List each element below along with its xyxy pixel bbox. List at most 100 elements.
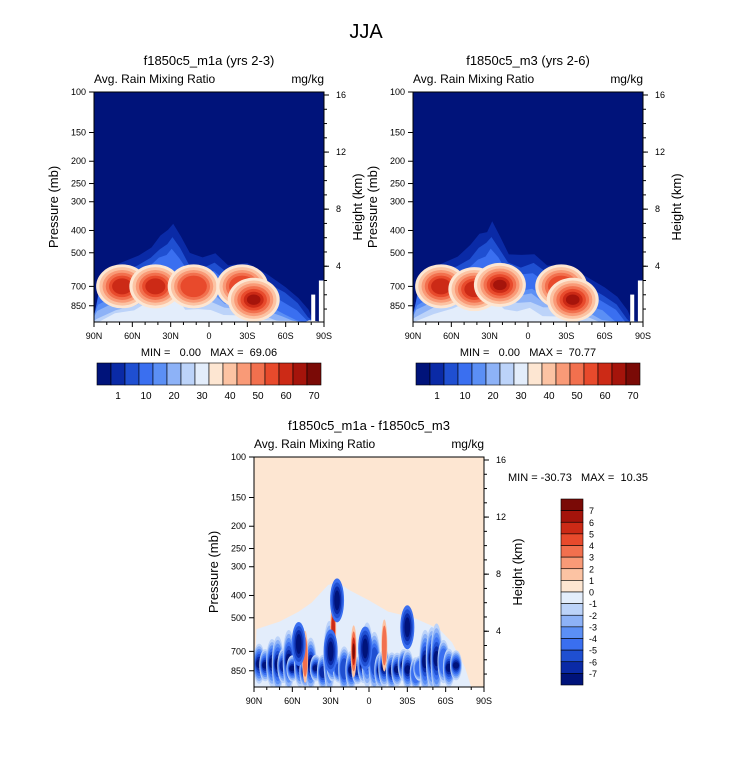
colorbar-label: 30 xyxy=(196,391,208,402)
field-band-7 xyxy=(413,290,643,322)
x-tick-label: 30S xyxy=(558,331,574,341)
colorbar-label: 50 xyxy=(252,391,264,402)
colorbar-swatch xyxy=(485,362,501,386)
y-tick-label: 850 xyxy=(71,301,86,311)
colorbar-swatch xyxy=(471,362,487,386)
colorbar-swatch xyxy=(560,545,584,558)
colorbar-swatch xyxy=(96,362,112,386)
field-layer xyxy=(254,457,484,687)
panel-units: mg/kg xyxy=(610,72,643,86)
diff-streak xyxy=(405,667,411,672)
y-tick-label: 150 xyxy=(71,128,86,138)
colorbar-label: 4 xyxy=(589,541,594,551)
right-axis-label: Height (km) xyxy=(669,173,684,240)
right-axis-label: Height (km) xyxy=(350,173,365,240)
right-tick-label: 12 xyxy=(496,512,506,522)
field-hotspot xyxy=(180,275,207,298)
y-tick-label: 100 xyxy=(71,87,86,97)
x-tick-label: 90S xyxy=(316,331,332,341)
y-tick-label: 500 xyxy=(71,248,86,258)
terrain-mask xyxy=(318,280,324,322)
x-tick-label: 30N xyxy=(162,331,179,341)
colorbar-label: 3 xyxy=(589,553,594,563)
colorbar-swatch xyxy=(560,638,584,651)
diff-streak xyxy=(289,667,295,670)
field-hotspot xyxy=(145,278,166,295)
y-tick-label: 700 xyxy=(390,281,405,291)
stats-text: MIN = -30.73 MAX = 10.35 xyxy=(508,472,648,484)
right-tick-label: 8 xyxy=(336,204,341,214)
y-axis-label: Pressure (mb) xyxy=(206,531,221,613)
y-tick-label: 150 xyxy=(231,493,246,503)
x-tick-label: 60S xyxy=(278,331,294,341)
x-tick-label: 90N xyxy=(246,696,263,706)
colorbar-label: 20 xyxy=(168,391,180,402)
colorbar-label: 1 xyxy=(115,391,121,402)
field-hotspot xyxy=(493,279,507,291)
field-layer xyxy=(413,92,643,322)
y-tick-label: 850 xyxy=(231,666,246,676)
colorbar-label: -1 xyxy=(589,599,597,609)
axes-layer: 90N 60N 30N 0 30S 60S 90S 100 150 200 250 300 400 500… xyxy=(231,452,506,706)
colorbar-swatch xyxy=(236,362,252,386)
stats-text: MIN = 0.00 MAX = 70.77 xyxy=(460,347,596,359)
right-tick-label: 16 xyxy=(655,90,665,100)
panel-title: f1850c5_m1a (yrs 2-3) xyxy=(144,53,275,68)
y-tick-label: 300 xyxy=(390,197,405,207)
colorbar-label: -5 xyxy=(589,646,597,656)
panel-left-string: Avg. Rain Mixing Ratio xyxy=(254,437,375,451)
y-tick-label: 100 xyxy=(390,87,405,97)
y-tick-label: 300 xyxy=(231,562,246,572)
colorbar: 7 65 4 32 1 0-1 -2-3 -4 -5-6 -7 xyxy=(560,498,597,686)
x-tick-label: 30N xyxy=(322,696,339,706)
diff-hotspot xyxy=(404,617,411,638)
colorbar-label: 5 xyxy=(589,529,594,539)
y-tick-label: 400 xyxy=(231,590,246,600)
colorbar-swatch xyxy=(560,498,584,511)
right-tick-label: 8 xyxy=(655,204,660,214)
right-tick-label: 4 xyxy=(336,261,341,271)
x-tick-label: 60N xyxy=(124,331,141,341)
panel-title: f1850c5_m3 (yrs 2-6) xyxy=(466,53,590,68)
colorbar-label: -4 xyxy=(589,634,597,644)
x-tick-label: 0 xyxy=(525,331,530,341)
colorbar-swatch xyxy=(429,362,445,386)
colorbar-swatch xyxy=(180,362,196,386)
colorbar-swatch xyxy=(264,362,280,386)
colorbar-swatch xyxy=(560,649,584,663)
colorbar-swatch xyxy=(250,362,266,386)
colorbar-swatch xyxy=(457,362,473,386)
colorbar: 1 10 20 30 40 50 60 70 xyxy=(415,362,641,402)
panel-units: mg/kg xyxy=(451,437,484,451)
colorbar-label: 70 xyxy=(627,391,639,402)
colorbar-label: 20 xyxy=(487,391,499,402)
y-tick-label: 500 xyxy=(231,613,246,623)
y-tick-label: 150 xyxy=(390,128,405,138)
x-tick-label: 30S xyxy=(399,696,415,706)
x-tick-label: 90N xyxy=(86,331,103,341)
colorbar-swatch xyxy=(560,580,584,593)
y-tick-label: 250 xyxy=(390,179,405,189)
colorbar-label: 60 xyxy=(280,391,292,402)
panel-left-string: Avg. Rain Mixing Ratio xyxy=(413,72,534,86)
y-axis-label: Pressure (mb) xyxy=(365,166,380,248)
colorbar-swatch xyxy=(443,362,459,386)
colorbar-swatch xyxy=(560,661,584,674)
field-hotspot xyxy=(246,294,261,305)
colorbar-swatch xyxy=(222,362,238,386)
x-tick-label: 90S xyxy=(476,696,492,706)
panel-diff: f1850c5_m1a - f1850c5_m3 Avg. Rain Mixin… xyxy=(206,418,648,706)
colorbar-swatch xyxy=(560,556,584,570)
y-tick-label: 850 xyxy=(390,301,405,311)
y-tick-label: 400 xyxy=(390,225,405,235)
colorbar-swatch xyxy=(208,362,224,386)
right-tick-label: 16 xyxy=(336,90,346,100)
diff-hotspot xyxy=(362,638,368,659)
colorbar-swatch xyxy=(597,362,613,386)
field-hotspot xyxy=(431,278,452,295)
axes-layer: 90N 60N 30N 0 30S 60S 90S 100 150 200 250 300 400 500… xyxy=(71,87,346,341)
colorbar-swatch xyxy=(194,362,210,386)
right-axis-label: Height (km) xyxy=(510,538,525,605)
colorbar-swatch xyxy=(560,591,584,604)
diff-streak xyxy=(453,664,459,667)
